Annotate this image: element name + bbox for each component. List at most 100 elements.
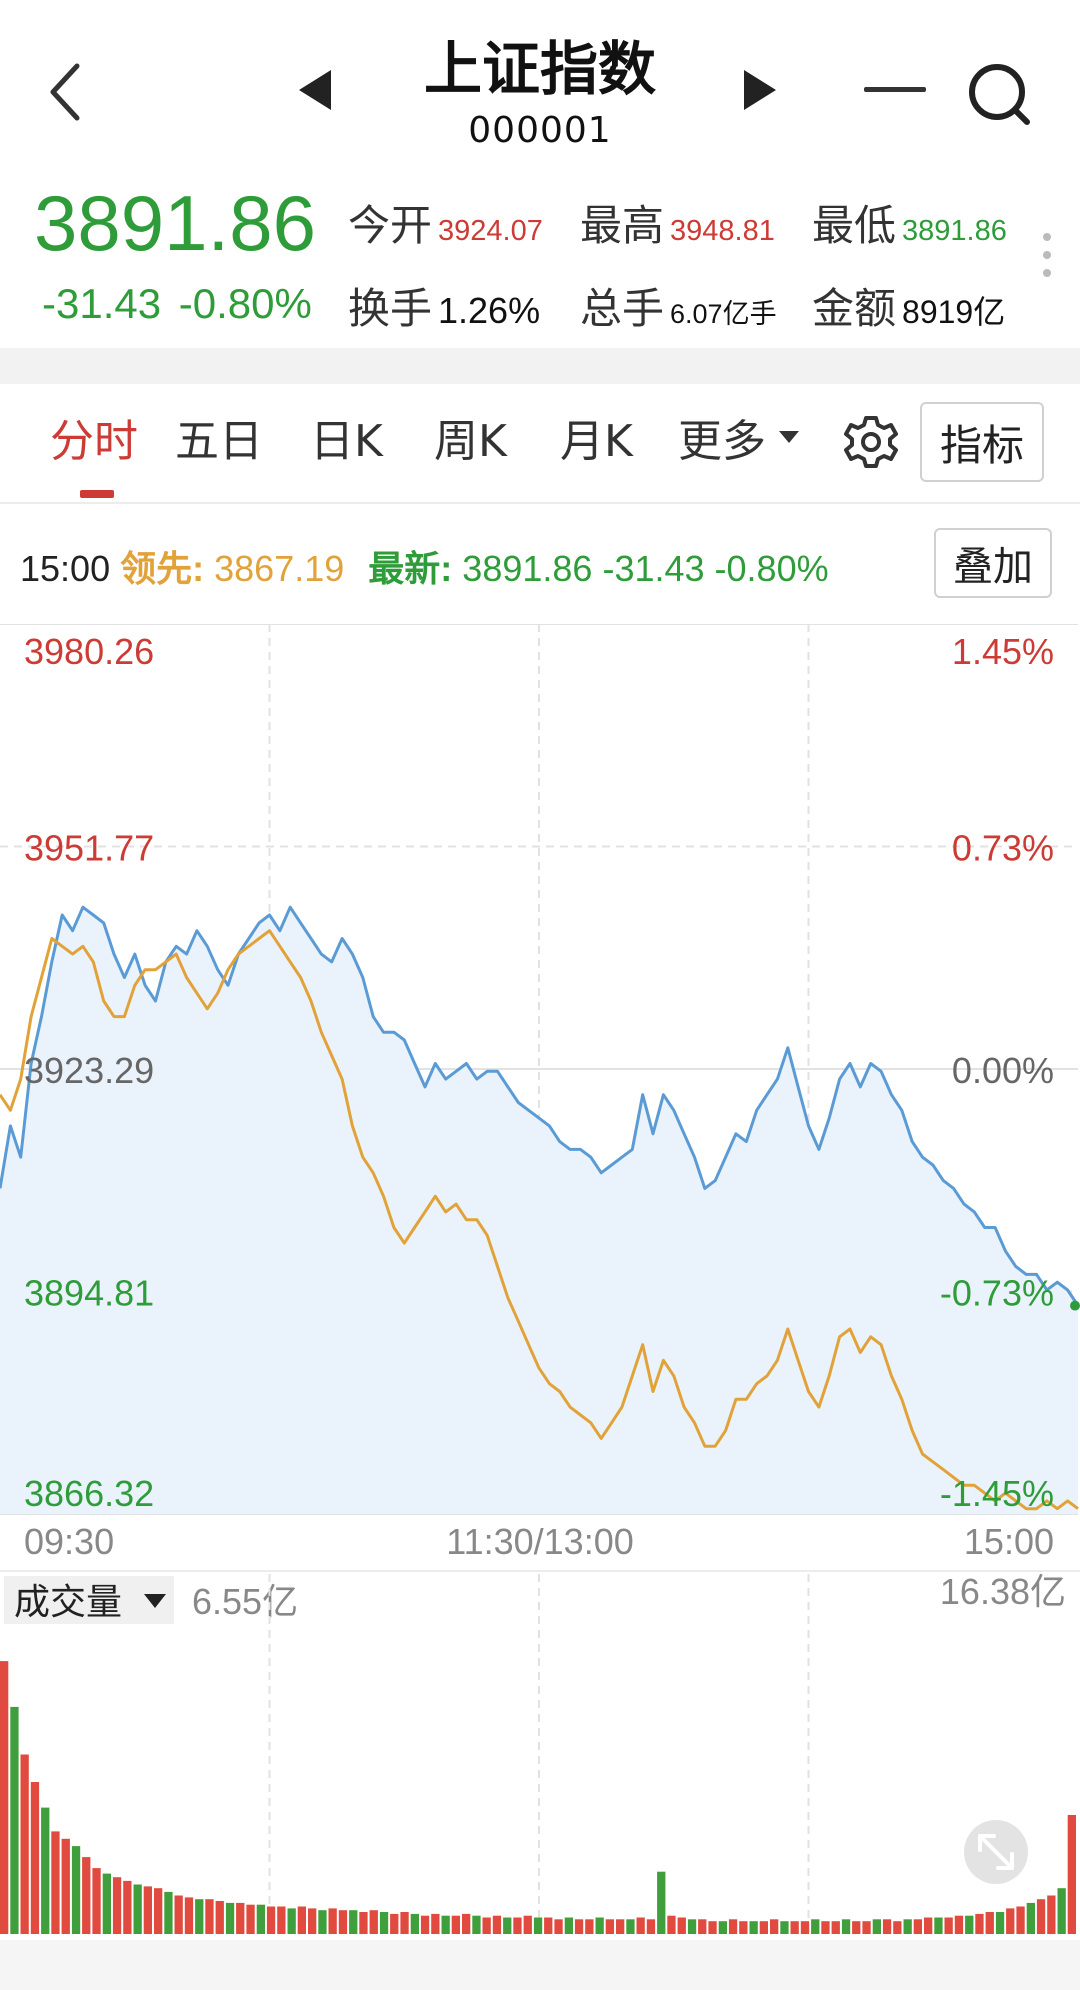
- volume-bar: [872, 1919, 881, 1934]
- stat-value: 3948.81: [670, 215, 775, 247]
- volume-bar: [71, 1846, 81, 1934]
- volume-bar: [954, 1915, 964, 1934]
- stat-volume: 总手 6.07亿手: [580, 275, 777, 336]
- volume-bar: [1026, 1902, 1035, 1934]
- current-price: 3891.86: [34, 179, 316, 267]
- volume-bar: [646, 1919, 656, 1934]
- minus-icon[interactable]: [855, 60, 935, 120]
- stat-open: 今开 3924.07: [348, 192, 543, 253]
- volume-bar: [1067, 1815, 1076, 1934]
- volume-bar: [154, 1888, 163, 1934]
- volume-bar: [770, 1919, 779, 1934]
- price-area-fill: [0, 907, 1078, 1514]
- volume-bar: [913, 1919, 922, 1934]
- bottom-bar: [0, 1940, 1080, 1990]
- tab-weekly-k[interactable]: 周K: [434, 416, 507, 467]
- y-tick-right: -0.73%: [940, 1273, 1054, 1314]
- price-lines: [0, 905, 1080, 1511]
- volume-bar: [903, 1919, 912, 1934]
- volume-header[interactable]: 成交量 6.55亿 16.38亿: [4, 1571, 1066, 1624]
- volume-bars: [0, 1661, 1076, 1934]
- y-tick-right: 1.45%: [952, 631, 1054, 672]
- x-tick: 15:00: [964, 1521, 1054, 1562]
- triangle-right-icon[interactable]: [730, 60, 790, 120]
- tab-more[interactable]: 更多: [678, 405, 800, 469]
- volume-bar: [1036, 1899, 1046, 1934]
- volume-bar: [811, 1919, 820, 1934]
- search-icon[interactable]: [960, 55, 1040, 135]
- stat-label: 换手: [348, 284, 433, 333]
- info-lead-value: 3867.19: [214, 548, 345, 589]
- info-last-value: 3891.86: [462, 548, 593, 589]
- more-vertical-icon[interactable]: [1040, 230, 1054, 280]
- fullscreen-button[interactable]: [964, 1820, 1028, 1884]
- x-tick: 09:30: [24, 1521, 114, 1562]
- chevron-left-icon[interactable]: [30, 52, 100, 132]
- volume-label[interactable]: 成交量: [14, 1582, 122, 1623]
- stat-value: 8919亿: [902, 294, 1006, 330]
- volume-bar: [410, 1913, 419, 1934]
- volume-bar: [677, 1917, 686, 1934]
- volume-bar: [821, 1921, 830, 1934]
- volume-bar: [287, 1908, 296, 1934]
- volume-bar: [164, 1891, 173, 1934]
- volume-bar: [616, 1919, 625, 1934]
- volume-bar: [975, 1913, 984, 1934]
- gear-icon[interactable]: [843, 414, 899, 470]
- volume-bar: [893, 1921, 902, 1934]
- volume-bar: [574, 1919, 584, 1934]
- section-divider: [0, 348, 1080, 384]
- volume-bar: [61, 1838, 70, 1934]
- tab-monthly-k[interactable]: 月K: [560, 416, 633, 467]
- stat-value: 6.07亿手: [670, 299, 777, 329]
- volume-bar: [1016, 1906, 1025, 1934]
- stat-label: 今开: [348, 201, 433, 250]
- y-tick-right: -1.45%: [940, 1473, 1054, 1514]
- triangle-left-icon[interactable]: [285, 60, 345, 120]
- volume-bar: [995, 1912, 1005, 1934]
- intraday-chart[interactable]: 3980.26 1.45% 3951.77 0.73% 3923.29 0.00% 3894…: [0, 624, 1080, 1940]
- volume-bar: [626, 1919, 635, 1934]
- volume-bar: [533, 1917, 543, 1934]
- volume-bar: [133, 1884, 142, 1934]
- volume-selector-bg[interactable]: [4, 1576, 174, 1624]
- volume-bar: [195, 1899, 204, 1934]
- tab-daily-k[interactable]: 日K: [310, 416, 383, 467]
- stat-low: 最低 3891.86: [812, 192, 1007, 253]
- info-last-change-pct: -0.80%: [714, 548, 829, 589]
- chart-info-bar: 15:00 领先: 3867.19 最新: 3891.86 -31.43 -0.…: [20, 540, 829, 592]
- volume-bar: [102, 1873, 111, 1934]
- info-last-change: -31.43: [602, 548, 705, 589]
- volume-bar: [379, 1912, 389, 1934]
- volume-bar: [759, 1921, 768, 1934]
- volume-bar: [544, 1917, 553, 1934]
- volume-bar: [400, 1912, 409, 1934]
- tab-five-day[interactable]: 五日: [175, 416, 263, 467]
- volume-bar: [225, 1902, 235, 1934]
- volume-bar: [924, 1917, 933, 1934]
- volume-bar: [944, 1917, 953, 1934]
- volume-bar: [503, 1917, 512, 1934]
- stat-value: 3891.86: [902, 215, 1007, 247]
- y-tick-left: 3951.77: [24, 828, 154, 869]
- volume-bar: [728, 1919, 738, 1934]
- volume-bar: [513, 1917, 522, 1934]
- volume-bar: [800, 1921, 810, 1934]
- indicator-button[interactable]: 指标: [920, 402, 1044, 482]
- volume-bar: [10, 1706, 19, 1934]
- volume-bar: [523, 1915, 532, 1934]
- volume-bar: [831, 1921, 840, 1934]
- volume-bar: [852, 1921, 861, 1934]
- overlay-button[interactable]: 叠加: [934, 528, 1052, 598]
- y-tick-left: 3980.26: [24, 631, 154, 672]
- volume-bar: [462, 1913, 471, 1934]
- volume-bar: [328, 1908, 337, 1934]
- tab-intraday[interactable]: 分时: [50, 416, 138, 467]
- volume-bar: [605, 1919, 614, 1934]
- volume-bar: [749, 1921, 758, 1934]
- y-tick-left: 3923.29: [24, 1050, 154, 1091]
- stat-high: 最高 3948.81: [580, 192, 775, 253]
- stat-value: 3924.07: [438, 215, 543, 247]
- volume-bar: [1006, 1908, 1015, 1934]
